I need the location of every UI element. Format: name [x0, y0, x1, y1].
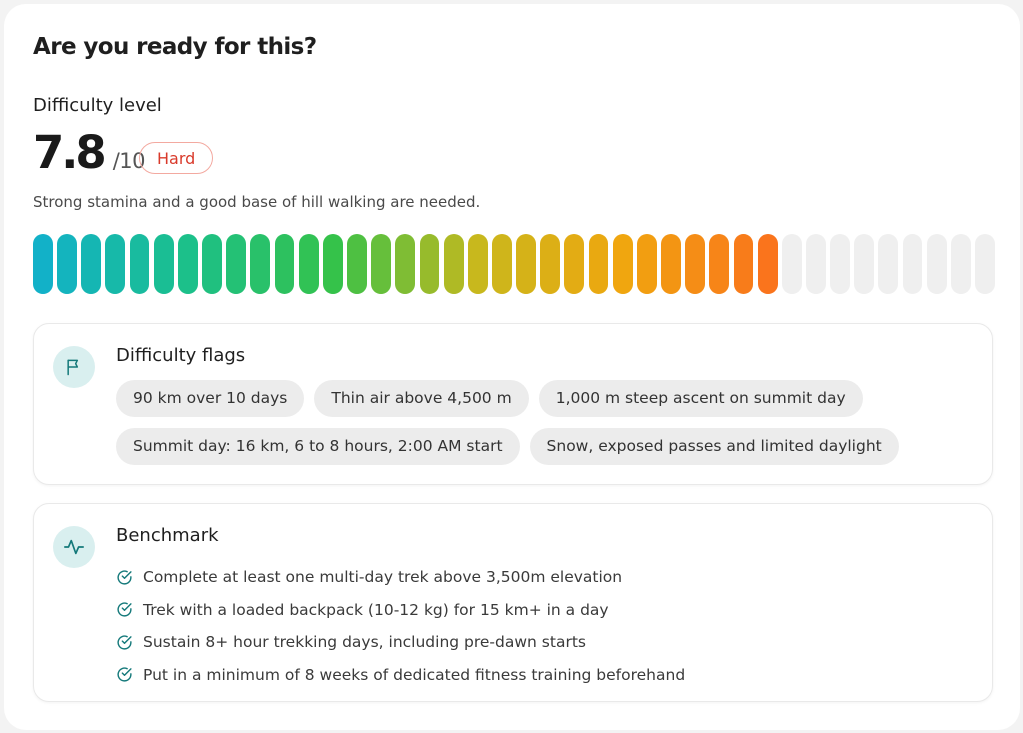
- check-circle-icon: [117, 635, 132, 650]
- meter-segment-filled: [661, 234, 681, 294]
- meter-segment-filled: [636, 234, 657, 294]
- meter-segment-filled: [129, 234, 150, 294]
- readiness-card: Are you ready for this? Difficulty level…: [4, 4, 1020, 730]
- meter-segment-filled: [57, 234, 78, 294]
- flag-chip: Thin air above 4,500 m: [314, 380, 529, 417]
- activity-pulse-icon: [53, 526, 95, 568]
- flag-chip: Summit day: 16 km, 6 to 8 hours, 2:00 AM…: [116, 428, 520, 465]
- benchmark-item: Sustain 8+ hour trekking days, including…: [116, 626, 685, 659]
- meter-segment-filled: [81, 234, 102, 294]
- check-circle-icon: [117, 667, 132, 682]
- check-circle-icon: [117, 602, 132, 617]
- check-circle-icon: [117, 570, 132, 585]
- meter-segment-filled: [733, 234, 754, 294]
- meter-segment-filled: [395, 234, 416, 294]
- difficulty-meter: [33, 234, 995, 294]
- meter-segment-filled: [612, 234, 633, 294]
- difficulty-flags-list: 90 km over 10 days Thin air above 4,500 m…: [116, 380, 976, 465]
- benchmark-item-label: Put in a minimum of 8 weeks of dedicated…: [143, 665, 686, 684]
- meter-segment-filled: [347, 234, 367, 294]
- flag-chip: 90 km over 10 days: [116, 380, 305, 417]
- difficulty-description: Strong stamina and a good base of hill w…: [33, 193, 481, 211]
- meter-segment-filled: [226, 234, 247, 294]
- meter-segment-filled: [202, 234, 222, 294]
- meter-segment-filled: [322, 234, 343, 294]
- difficulty-flags-title: Difficulty flags: [116, 345, 246, 366]
- meter-segment-empty: [830, 234, 851, 294]
- meter-segment-empty: [854, 234, 875, 294]
- benchmark-item: Put in a minimum of 8 weeks of dedicated…: [116, 659, 685, 692]
- meter-segment-filled: [105, 234, 126, 294]
- benchmark-panel: Benchmark Complete at least one multi-da…: [33, 503, 993, 702]
- meter-segment-empty: [806, 234, 826, 294]
- flag-chip: 1,000 m steep ascent on summit day: [538, 380, 863, 417]
- meter-segment-filled: [516, 234, 536, 294]
- benchmark-item-label: Sustain 8+ hour trekking days, including…: [143, 633, 586, 652]
- meter-segment-empty: [902, 234, 923, 294]
- meter-segment-filled: [371, 234, 392, 294]
- meter-segment-empty: [878, 234, 899, 294]
- meter-segment-filled: [33, 234, 53, 294]
- difficulty-score: 7.8: [33, 126, 107, 179]
- meter-segment-filled: [685, 234, 706, 294]
- meter-segment-filled: [709, 234, 730, 294]
- meter-segment-filled: [298, 234, 319, 294]
- difficulty-score-row: 7.8 /10: [33, 126, 146, 179]
- difficulty-badge: Hard: [139, 142, 214, 174]
- meter-segment-filled: [443, 234, 464, 294]
- meter-segment-filled: [757, 234, 778, 294]
- meter-segment-empty: [781, 234, 802, 294]
- benchmark-item: Trek with a loaded backpack (10-12 kg) f…: [116, 594, 685, 627]
- difficulty-flags-panel: Difficulty flags 90 km over 10 days Thin …: [33, 323, 993, 485]
- benchmark-item: Complete at least one multi-day trek abo…: [116, 561, 685, 594]
- meter-segment-filled: [153, 234, 174, 294]
- flag-icon: [53, 346, 95, 388]
- meter-segment-filled: [467, 234, 488, 294]
- meter-segment-filled: [419, 234, 440, 294]
- meter-segment-filled: [540, 234, 561, 294]
- meter-segment-filled: [274, 234, 295, 294]
- meter-segment-filled: [588, 234, 609, 294]
- benchmark-item-label: Complete at least one multi-day trek abo…: [143, 568, 623, 587]
- meter-segment-empty: [926, 234, 947, 294]
- meter-segment-empty: [950, 234, 971, 294]
- flag-chip: Snow, exposed passes and limited dayligh…: [529, 428, 899, 465]
- meter-segment-filled: [564, 234, 585, 294]
- benchmark-item-label: Trek with a loaded backpack (10-12 kg) f…: [143, 600, 609, 619]
- benchmark-title: Benchmark: [116, 525, 219, 546]
- difficulty-label: Difficulty level: [33, 95, 162, 116]
- page-title: Are you ready for this?: [33, 34, 317, 60]
- meter-segment-filled: [250, 234, 271, 294]
- meter-segment-filled: [491, 234, 512, 294]
- benchmark-list: Complete at least one multi-day trek abo…: [116, 561, 685, 691]
- meter-segment-empty: [975, 234, 995, 294]
- meter-segment-filled: [177, 234, 198, 294]
